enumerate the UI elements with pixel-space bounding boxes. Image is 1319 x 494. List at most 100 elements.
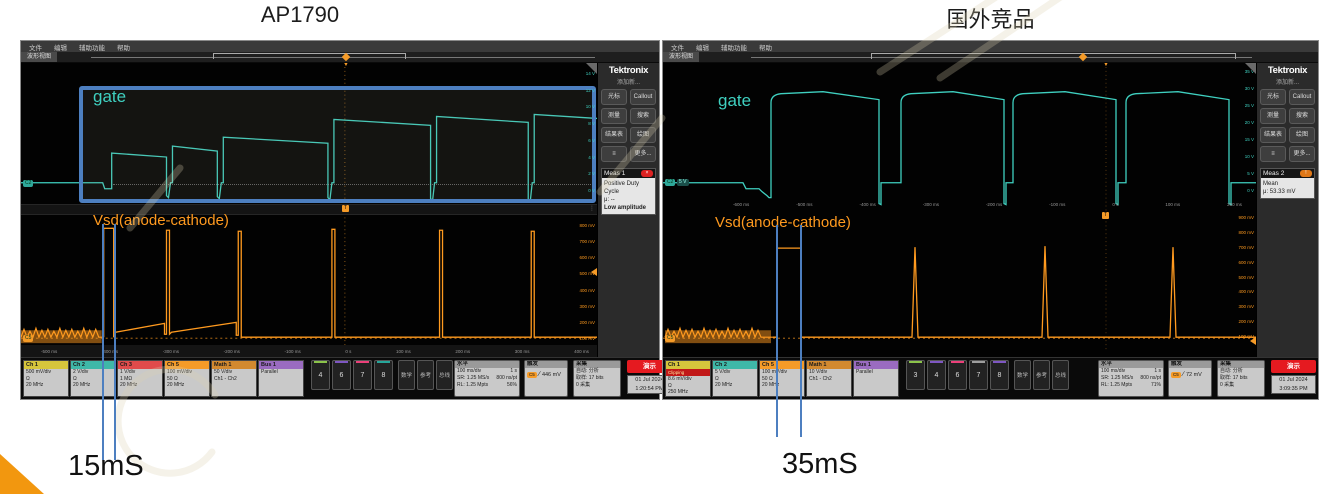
sidebar-button[interactable]: 绘图 xyxy=(630,127,656,143)
channel-badge[interactable]: Bus 1 Parallel xyxy=(258,360,304,397)
sidebar-button[interactable]: 光标 xyxy=(601,89,627,105)
sidebar-button[interactable]: 绘图 xyxy=(1289,127,1315,143)
zoom-bracket[interactable] xyxy=(213,53,406,59)
time-label: 3:09:35 PM xyxy=(1279,385,1308,392)
add-source-button[interactable]: 参考 xyxy=(1033,360,1050,390)
horizontal-panel[interactable]: 水平 100 ms/div 1 s SR: 1.25 MS/s 800 ns/pt … xyxy=(454,360,520,397)
sidebar-button[interactable]: ≡ xyxy=(601,146,627,162)
measurement-badge[interactable]: Meas 1 × Positive Duty Cycle μ: -- Low a… xyxy=(601,168,656,216)
sidebar-button[interactable]: 更多... xyxy=(630,146,656,162)
add-source-button[interactable]: 总线 xyxy=(436,360,453,390)
sidebar-button[interactable]: 搜索 xyxy=(630,108,656,124)
h-samplerate: SR: 1.25 MS/s xyxy=(457,374,490,381)
channel-marker-c2[interactable]: C2 xyxy=(665,179,676,186)
add-source-button[interactable]: 数学 xyxy=(398,360,415,390)
corner-handle-icon[interactable] xyxy=(586,63,597,74)
divider-grip-icon[interactable]: ⋮ xyxy=(589,206,595,212)
menu-item[interactable]: 编辑 xyxy=(696,44,709,52)
sidebar-button[interactable]: Callout xyxy=(1289,89,1315,105)
axis-tick-label: 100 mV xyxy=(579,335,595,341)
sidebar-button[interactable]: Callout xyxy=(630,89,656,105)
h-recordlength: RL: 1.25 Mpts xyxy=(457,381,489,388)
acquisition-title: 采集 xyxy=(1218,361,1264,368)
channel-badge[interactable]: Bus 1 Parallel xyxy=(853,360,899,397)
menu-item[interactable]: 辅助功能 xyxy=(79,44,105,52)
channel-badge[interactable]: Math 1 10 V/div Ch1 - Ch2 xyxy=(806,360,852,397)
gate-highlight-box[interactable] xyxy=(79,86,596,203)
axis-tick-label: 2 V xyxy=(588,171,595,177)
measurement-badge[interactable]: Meas 2 ! Mean μ: 53.33 mV xyxy=(1260,168,1315,200)
sidebar-button[interactable]: 光标 xyxy=(1260,89,1286,105)
waveform-screen[interactable]: gate Vsd(anode-cathode) 35 V 30 V 25 V 20 V… xyxy=(663,63,1256,357)
horizontal-panel[interactable]: 水平 100 ms/div 1 s SR: 1.25 MS/s 800 ns/pt … xyxy=(1098,360,1164,397)
add-source-button[interactable]: 参考 xyxy=(417,360,434,390)
channel-marker-c5[interactable]: C5 xyxy=(23,335,34,342)
menu-item[interactable]: 文件 xyxy=(29,44,42,52)
trigger-top-marker: ▼ xyxy=(1103,63,1109,68)
sidebar-button[interactable]: ≡ xyxy=(1260,146,1286,162)
sidebar-button[interactable]: 结果表 xyxy=(1260,127,1286,143)
channel-badge[interactable]: Ch 1 Clipping 8.6 mV/div Ω 250 MHz xyxy=(665,360,711,397)
tab-waveform-view[interactable]: 波形视图 xyxy=(21,52,58,62)
channel-number-button[interactable]: 8 xyxy=(990,360,1009,390)
add-new-label[interactable]: 添加新... xyxy=(616,80,640,86)
sidebar-button[interactable]: 搜索 xyxy=(1289,108,1315,124)
trigger-panel[interactable]: 触发 C5 ∕ 446 mV xyxy=(524,360,568,397)
demo-button[interactable]: 演示 xyxy=(1271,360,1316,373)
channel-badge[interactable]: Ch 2 5 V/div Ω 20 MHz xyxy=(712,360,758,397)
sidebar-button[interactable]: 测量 xyxy=(1260,108,1286,124)
sidebar-buttons: 光标 Callout 测量 搜索 结果表 绘图 ≡ 更多... xyxy=(601,89,656,162)
channel-number-button[interactable]: 4 xyxy=(311,360,330,390)
channel-badge[interactable]: Ch 2 2 V/div Ω 20 MHz xyxy=(70,360,116,397)
trigger-flag[interactable]: T xyxy=(1102,212,1109,219)
meas-error-badge: × xyxy=(641,170,653,177)
corner-handle-icon[interactable] xyxy=(1245,63,1256,74)
tab-waveform-view[interactable]: 波形视图 xyxy=(663,52,700,62)
channel-marker-c2[interactable]: C2 xyxy=(23,180,34,187)
channel-number-button[interactable]: 3 xyxy=(906,360,925,390)
channel-badge[interactable]: Ch 5 100 mV/div 50 Ω 20 MHz xyxy=(759,360,805,397)
waveform-plot xyxy=(21,63,597,346)
add-source-buttons: 数学 参考 总线 xyxy=(1014,360,1069,390)
axis-tick-label: 6 V xyxy=(588,137,595,143)
menu-item[interactable]: 编辑 xyxy=(54,44,67,52)
channel-number-button[interactable]: 7 xyxy=(353,360,372,390)
add-source-buttons: 数学 参考 总线 xyxy=(398,360,453,390)
trigger-flag[interactable]: T xyxy=(342,205,349,212)
menu-item[interactable]: 帮助 xyxy=(759,44,772,52)
sidebar-button[interactable]: 更多... xyxy=(1289,146,1315,162)
add-source-button[interactable]: 总线 xyxy=(1052,360,1069,390)
gate-label: gate xyxy=(93,87,127,106)
menu-item[interactable]: 辅助功能 xyxy=(721,44,747,52)
channel-marker-c5[interactable]: C5 xyxy=(665,335,676,342)
channel-number-button[interactable]: 6 xyxy=(332,360,351,390)
sidebar-button[interactable]: 结果表 xyxy=(601,127,627,143)
demo-button[interactable]: 演示 xyxy=(627,360,672,373)
channel-number-button[interactable]: 6 xyxy=(948,360,967,390)
channel-badge[interactable]: Ch 5 100 mV/div 50 Ω 20 MHz xyxy=(164,360,210,397)
axis-tick-label: 4 V xyxy=(588,154,595,160)
vsd-label: Vsd(anode-cathode) xyxy=(93,212,229,229)
acquisition-panel[interactable]: 采集 自动: 分析 取样: 17 bits 0 采集 xyxy=(1217,360,1265,397)
sidebar-button[interactable]: 测量 xyxy=(601,108,627,124)
acq-count: 0 采集 xyxy=(1220,381,1235,388)
h-window: 1 s xyxy=(510,368,517,374)
trigger-panel[interactable]: 触发 C5 ∕ 72 mV xyxy=(1168,360,1212,397)
channel-badge[interactable]: Math 1 50 V/div Ch1 - Ch2 xyxy=(211,360,257,397)
menu-item[interactable]: 文件 xyxy=(671,44,684,52)
add-new-label[interactable]: 添加新... xyxy=(1275,80,1299,86)
channel-number-button[interactable]: 7 xyxy=(969,360,988,390)
h-scale: 100 ms/div xyxy=(1101,368,1126,374)
menu-item[interactable]: 帮助 xyxy=(117,44,130,52)
zoom-bracket[interactable] xyxy=(871,53,1236,59)
acquisition-panel[interactable]: 采集 自动: 分析 取样: 17 bits 0 采集 xyxy=(573,360,621,397)
channel-badge[interactable]: Ch 1 500 mV/div Ω 20 MHz xyxy=(23,360,69,397)
add-source-button[interactable]: 数学 xyxy=(1014,360,1031,390)
axis-tick-label: 800 mV xyxy=(579,223,595,228)
pane-divider[interactable]: ⋮ xyxy=(21,204,597,215)
channel-badge[interactable]: Ch 3 1 V/div 1 MΩ 20 MHz xyxy=(117,360,163,397)
meas-line1: Positive Duty Cycle xyxy=(604,181,640,196)
channel-number-button[interactable]: 8 xyxy=(374,360,393,390)
channel-number-button[interactable]: 4 xyxy=(927,360,946,390)
